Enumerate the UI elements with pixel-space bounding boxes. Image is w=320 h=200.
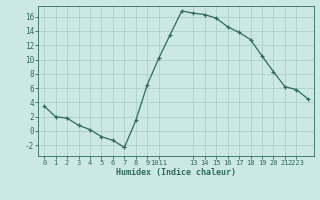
X-axis label: Humidex (Indice chaleur): Humidex (Indice chaleur)	[116, 168, 236, 177]
